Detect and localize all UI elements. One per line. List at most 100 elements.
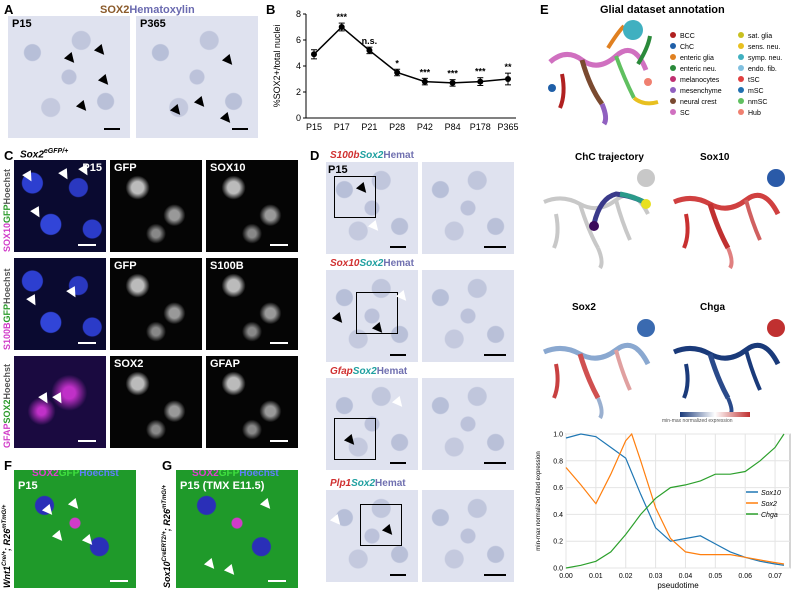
data-point bbox=[311, 51, 317, 58]
genotype-b-sup: mTmG/+ bbox=[2, 504, 8, 529]
sox10-gfp-hoechst-merge: P15 bbox=[14, 160, 106, 252]
arrowhead-icon bbox=[38, 392, 52, 406]
gfap-channel-image: GFAP bbox=[206, 356, 298, 448]
chc-trajectory-title: ChC trajectory bbox=[575, 152, 644, 163]
stain-sox2: SOX2 bbox=[100, 4, 130, 16]
plp1-sox2-overview bbox=[326, 490, 418, 582]
panel-c-genotype: Sox2eGFP/+ bbox=[20, 148, 68, 160]
merge-label-c: Hoechst bbox=[2, 363, 12, 400]
legend-label: ChC bbox=[680, 44, 695, 51]
arrowhead-icon bbox=[97, 73, 113, 89]
sox10-expression-umap bbox=[672, 169, 785, 270]
y-tick-label: 8 bbox=[296, 9, 301, 19]
plot-area bbox=[565, 433, 791, 569]
scale-bar bbox=[268, 580, 286, 582]
channel-label: GFAP bbox=[210, 358, 240, 370]
x-tick-label: 0.06 bbox=[738, 573, 752, 580]
merge-label-b: GFP bbox=[2, 303, 12, 323]
x-tick-label: 0.02 bbox=[619, 573, 633, 580]
d-row3-title: GfapSox2Hemat bbox=[330, 366, 407, 377]
x-tick-label: P15 bbox=[306, 122, 322, 132]
y-tick-label: 0 bbox=[296, 113, 301, 123]
scale-bar bbox=[390, 246, 406, 248]
arrowhead-icon bbox=[223, 563, 239, 579]
zoom-box bbox=[356, 292, 398, 334]
legend-label: tSC bbox=[748, 77, 760, 84]
y-axis-label: min-max normalized fitted expression bbox=[536, 451, 542, 550]
series-line-sox2 bbox=[565, 432, 785, 565]
x-tick-label: 0.04 bbox=[679, 573, 693, 580]
x-tick-label: 0.07 bbox=[768, 573, 782, 580]
scale-bar bbox=[78, 440, 96, 442]
y-tick-label: 2 bbox=[296, 87, 301, 97]
panel-a-p365-image: P365 bbox=[136, 16, 258, 138]
hemat-label: Hemat bbox=[383, 150, 414, 161]
arrowhead-icon bbox=[51, 529, 67, 545]
gene-label: Sox10 bbox=[330, 258, 360, 269]
scale-bar bbox=[390, 354, 406, 356]
legend-swatch bbox=[738, 98, 744, 104]
d-row1-title: S100bSox2Hemat bbox=[330, 150, 414, 161]
panel-a-p15-image: P15 bbox=[8, 16, 130, 138]
significance-label: *** bbox=[336, 12, 347, 22]
legend-label: mSC bbox=[748, 88, 764, 95]
arrowhead-icon bbox=[93, 43, 109, 59]
data-point bbox=[505, 76, 511, 82]
sox2-label: Sox2 bbox=[359, 258, 384, 269]
significance-label: *** bbox=[447, 69, 458, 79]
legend-item: sat. glia bbox=[738, 32, 772, 40]
genotype-a: Wnt1 bbox=[2, 566, 12, 588]
sox2-label: Sox2 bbox=[351, 478, 376, 489]
sox2-expression-umap bbox=[542, 319, 655, 420]
significance-label: *** bbox=[475, 67, 486, 77]
stain-hematoxylin: Hematoxylin bbox=[129, 4, 195, 16]
arrowhead-icon bbox=[331, 311, 347, 327]
genotype-b-sup: mTmG/+ bbox=[162, 484, 168, 510]
pseudotime-expression-chart: 0.00 0.01 0.02 0.03 0.04 0.05 0.06 0.07 0.0 0.2 0.… bbox=[536, 432, 791, 590]
stain-b: GFP bbox=[218, 470, 240, 479]
legend-item: nmSC bbox=[738, 98, 767, 106]
hemat-label: Hemat bbox=[376, 366, 408, 377]
legend-item: sens. neu. bbox=[738, 43, 780, 51]
arrowhead-icon bbox=[367, 219, 383, 235]
chga-expression-umap bbox=[672, 319, 785, 414]
legend-swatch bbox=[670, 76, 676, 82]
legend-label: BCC bbox=[680, 33, 695, 40]
data-line bbox=[313, 25, 509, 84]
arrowhead-icon bbox=[81, 533, 97, 549]
legend-label: sat. glia bbox=[748, 33, 773, 40]
data-point bbox=[366, 47, 373, 54]
d-row4-title: Plp1Sox2Hemat bbox=[330, 478, 406, 489]
age-label: P15 bbox=[18, 480, 38, 492]
legend-item: BCC bbox=[670, 32, 695, 40]
y-tick-label: 0.0 bbox=[553, 566, 563, 573]
series-line-sox10 bbox=[565, 433, 785, 566]
sox10-creert2-mtmg-image: SOX2GFPHoechst P15 (TMX E11.5) bbox=[176, 470, 298, 588]
genotype-b: R26 bbox=[2, 528, 12, 546]
y-tick-label: 0.6 bbox=[553, 485, 563, 492]
expression-colorbar bbox=[680, 412, 750, 417]
y-tick-label: 4 bbox=[296, 61, 301, 71]
legend-label: enteric neu. bbox=[680, 66, 717, 73]
gfap-sox2-overview bbox=[326, 378, 418, 470]
age-label: P365 bbox=[140, 18, 166, 30]
legend-label: sens. neu. bbox=[748, 44, 781, 51]
legend-label: SC bbox=[680, 110, 690, 117]
channel-label: SOX2 bbox=[114, 358, 144, 370]
legend-item: neural crest bbox=[670, 98, 717, 106]
colorbar-label: min-max normalized expression bbox=[662, 418, 733, 424]
sox2-label: Sox2 bbox=[352, 366, 377, 377]
glial-umap-plot bbox=[548, 20, 659, 126]
panel-b-label: B bbox=[266, 2, 276, 17]
panel-a-stain-title: SOX2Hematoxylin bbox=[100, 4, 195, 16]
x-tick-label: P178 bbox=[470, 122, 491, 132]
x-tick-label: 0.03 bbox=[649, 573, 663, 580]
arrowhead-icon bbox=[26, 294, 40, 308]
legend-label: enteric glia bbox=[680, 55, 714, 62]
panel-d-label: D bbox=[310, 148, 320, 163]
y-tick-label: 6 bbox=[296, 35, 301, 45]
arrowhead-icon bbox=[58, 168, 72, 182]
panel-e-label: E bbox=[540, 2, 549, 17]
scale-bar bbox=[390, 574, 406, 576]
sox2-label: Sox2 bbox=[359, 150, 384, 161]
